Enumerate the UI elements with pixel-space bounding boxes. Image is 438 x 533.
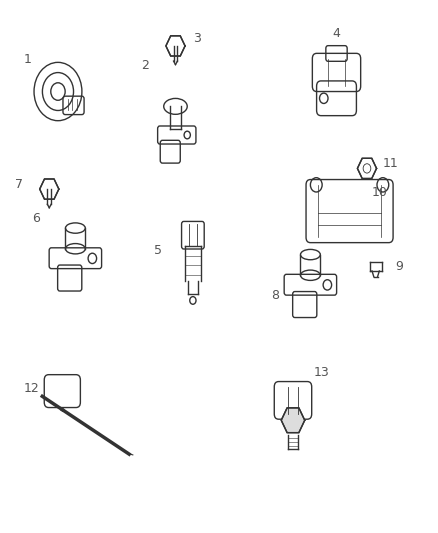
Text: 10: 10 [372,186,388,199]
Text: 2: 2 [141,59,149,71]
Text: 11: 11 [383,157,399,169]
Text: 8: 8 [272,289,279,302]
Text: 4: 4 [332,27,340,39]
Polygon shape [40,179,59,199]
Polygon shape [166,36,185,56]
Text: 3: 3 [193,32,201,45]
Polygon shape [357,158,377,179]
Text: 5: 5 [154,244,162,257]
Text: 12: 12 [24,382,40,395]
Text: 1: 1 [24,53,32,66]
Text: 6: 6 [32,212,40,225]
Text: 7: 7 [15,178,23,191]
Text: 13: 13 [314,366,329,379]
Text: 9: 9 [396,260,403,273]
Polygon shape [281,408,305,433]
